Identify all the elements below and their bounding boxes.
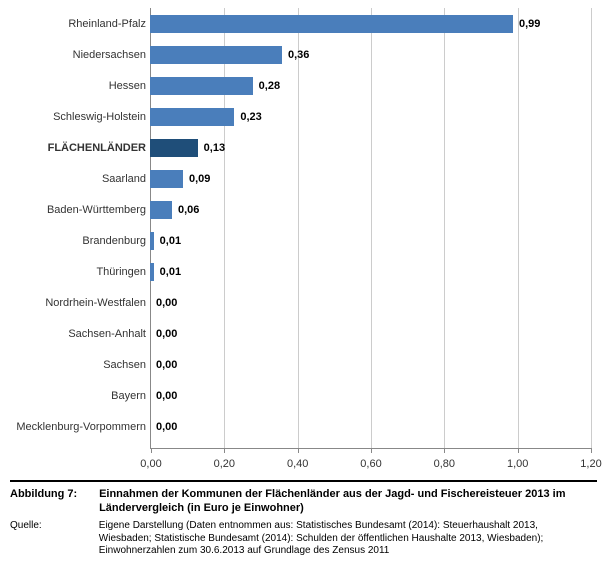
value-label: 0,01 <box>160 266 181 278</box>
bar <box>150 108 234 126</box>
value-label: 0,09 <box>189 173 210 185</box>
x-tick-label: 0,80 <box>434 458 455 470</box>
x-tick-label: 0,60 <box>360 458 381 470</box>
bar <box>150 201 172 219</box>
category-label: Nordrhein-Westfalen <box>45 297 146 309</box>
source-text: Eigene Darstellung (Daten entnommen aus:… <box>99 520 579 558</box>
category-label: Rheinland-Pfalz <box>68 18 146 30</box>
gridline <box>298 8 299 448</box>
bar <box>150 15 513 33</box>
x-tick-label: 0,00 <box>140 458 161 470</box>
category-label: Thüringen <box>96 266 146 278</box>
value-label: 0,00 <box>156 359 177 371</box>
value-label: 0,13 <box>204 142 225 154</box>
gridline <box>371 8 372 448</box>
value-label: 0,23 <box>240 111 261 123</box>
category-label: Mecklenburg-Vorpommern <box>16 421 146 433</box>
x-tick <box>224 448 225 453</box>
chart-area: 0,000,200,400,600,801,001,20 Rheinland-P… <box>0 0 607 480</box>
category-label: FLÄCHENLÄNDER <box>48 142 146 154</box>
bar <box>150 77 253 95</box>
category-label: Schleswig-Holstein <box>53 111 146 123</box>
bar <box>150 139 198 157</box>
x-tick-label: 0,40 <box>287 458 308 470</box>
category-label: Brandenburg <box>82 235 146 247</box>
x-tick-label: 0,20 <box>214 458 235 470</box>
caption: Abbildung 7: Einnahmen der Kommunen der … <box>10 488 597 516</box>
category-label: Sachsen-Anhalt <box>68 328 146 340</box>
x-tick <box>371 448 372 453</box>
category-label: Baden-Württemberg <box>47 204 146 216</box>
plot-area: 0,000,200,400,600,801,001,20 <box>150 8 591 449</box>
value-label: 0,01 <box>160 235 181 247</box>
bar <box>150 170 183 188</box>
separator-line <box>10 480 597 482</box>
gridline <box>224 8 225 448</box>
gridline <box>444 8 445 448</box>
bar <box>150 232 154 250</box>
value-label: 0,99 <box>519 18 540 30</box>
bar <box>150 46 282 64</box>
value-label: 0,00 <box>156 390 177 402</box>
figure-container: 0,000,200,400,600,801,001,20 Rheinland-P… <box>0 0 607 566</box>
source-label: Quelle: <box>10 520 96 533</box>
figure-number: Abbildung 7: <box>10 488 96 502</box>
gridline <box>518 8 519 448</box>
x-tick <box>591 448 592 453</box>
value-label: 0,28 <box>259 80 280 92</box>
x-tick <box>518 448 519 453</box>
category-label: Sachsen <box>103 359 146 371</box>
x-tick <box>444 448 445 453</box>
category-label: Hessen <box>109 80 146 92</box>
x-tick-label: 1,00 <box>507 458 528 470</box>
figure-title: Einnahmen der Kommunen der Flächenländer… <box>99 488 579 516</box>
x-tick-label: 1,20 <box>580 458 601 470</box>
value-label: 0,00 <box>156 421 177 433</box>
value-label: 0,00 <box>156 328 177 340</box>
bar <box>150 263 154 281</box>
category-label: Saarland <box>102 173 146 185</box>
category-label: Niedersachsen <box>73 49 146 61</box>
x-tick <box>298 448 299 453</box>
gridline <box>591 8 592 448</box>
value-label: 0,00 <box>156 297 177 309</box>
source: Quelle: Eigene Darstellung (Daten entnom… <box>10 520 597 558</box>
value-label: 0,36 <box>288 49 309 61</box>
value-label: 0,06 <box>178 204 199 216</box>
category-label: Bayern <box>111 390 146 402</box>
x-tick <box>151 448 152 453</box>
